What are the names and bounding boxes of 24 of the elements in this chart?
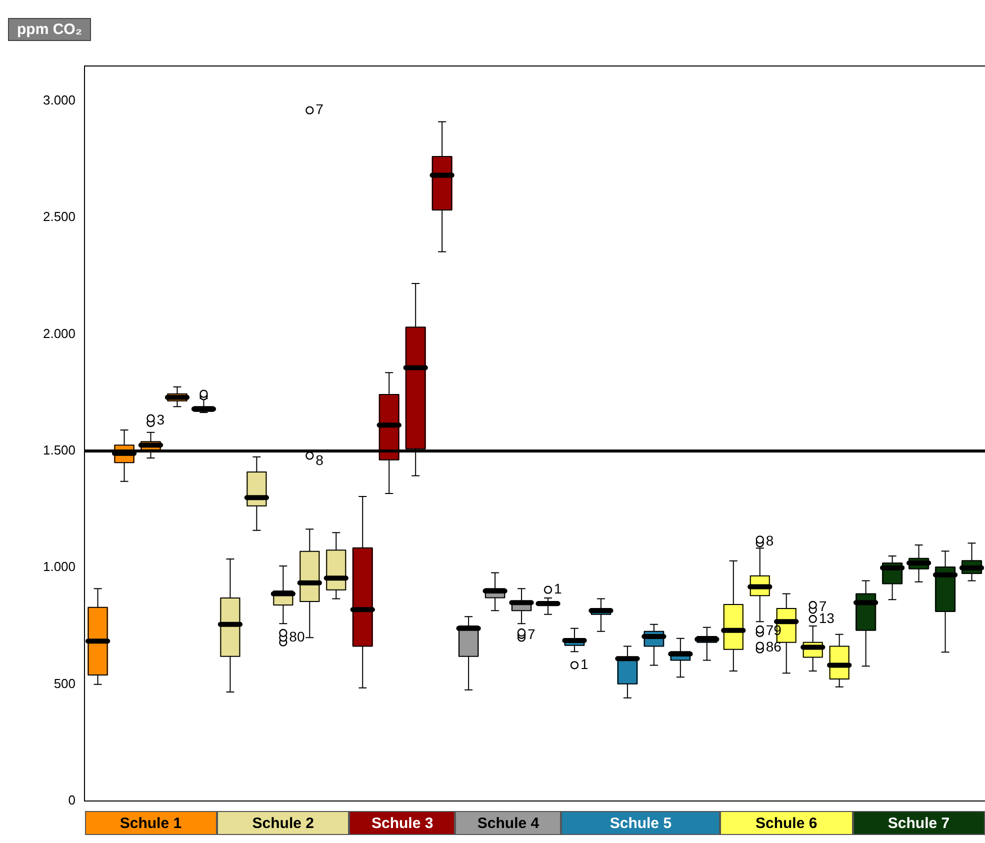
y-tick-label: 2.000 [42,326,76,341]
text: Schule 2 [252,814,314,832]
annotation: 3 [156,412,165,428]
text: Schule 7 [888,814,950,832]
y-tick-label: 3.000 [42,92,76,108]
annotation: 86 [766,638,782,654]
annotation: 7 [528,626,536,642]
annotation: 1 [554,580,562,597]
text: Schule 3 [371,814,434,832]
y-tick-label: 500 [54,676,76,691]
text: Schule 6 [756,814,818,832]
text: Schule 5 [610,814,672,832]
annotation: 1 [580,656,588,672]
text: Schule 1 [120,814,182,832]
annotation: 8 [766,532,774,548]
annotation: 8 [316,452,324,468]
annotation: 80 [289,628,305,645]
y-tick-label: 1.000 [42,559,76,574]
y-tick-label: 0 [68,792,76,808]
text: Schule 4 [477,814,540,832]
annotation: 7 [316,101,324,118]
y-tick-label: 2.500 [42,209,76,224]
y-tick-label: 1.500 [42,442,76,458]
y-axis-title: ppm CO₂ [8,18,91,41]
